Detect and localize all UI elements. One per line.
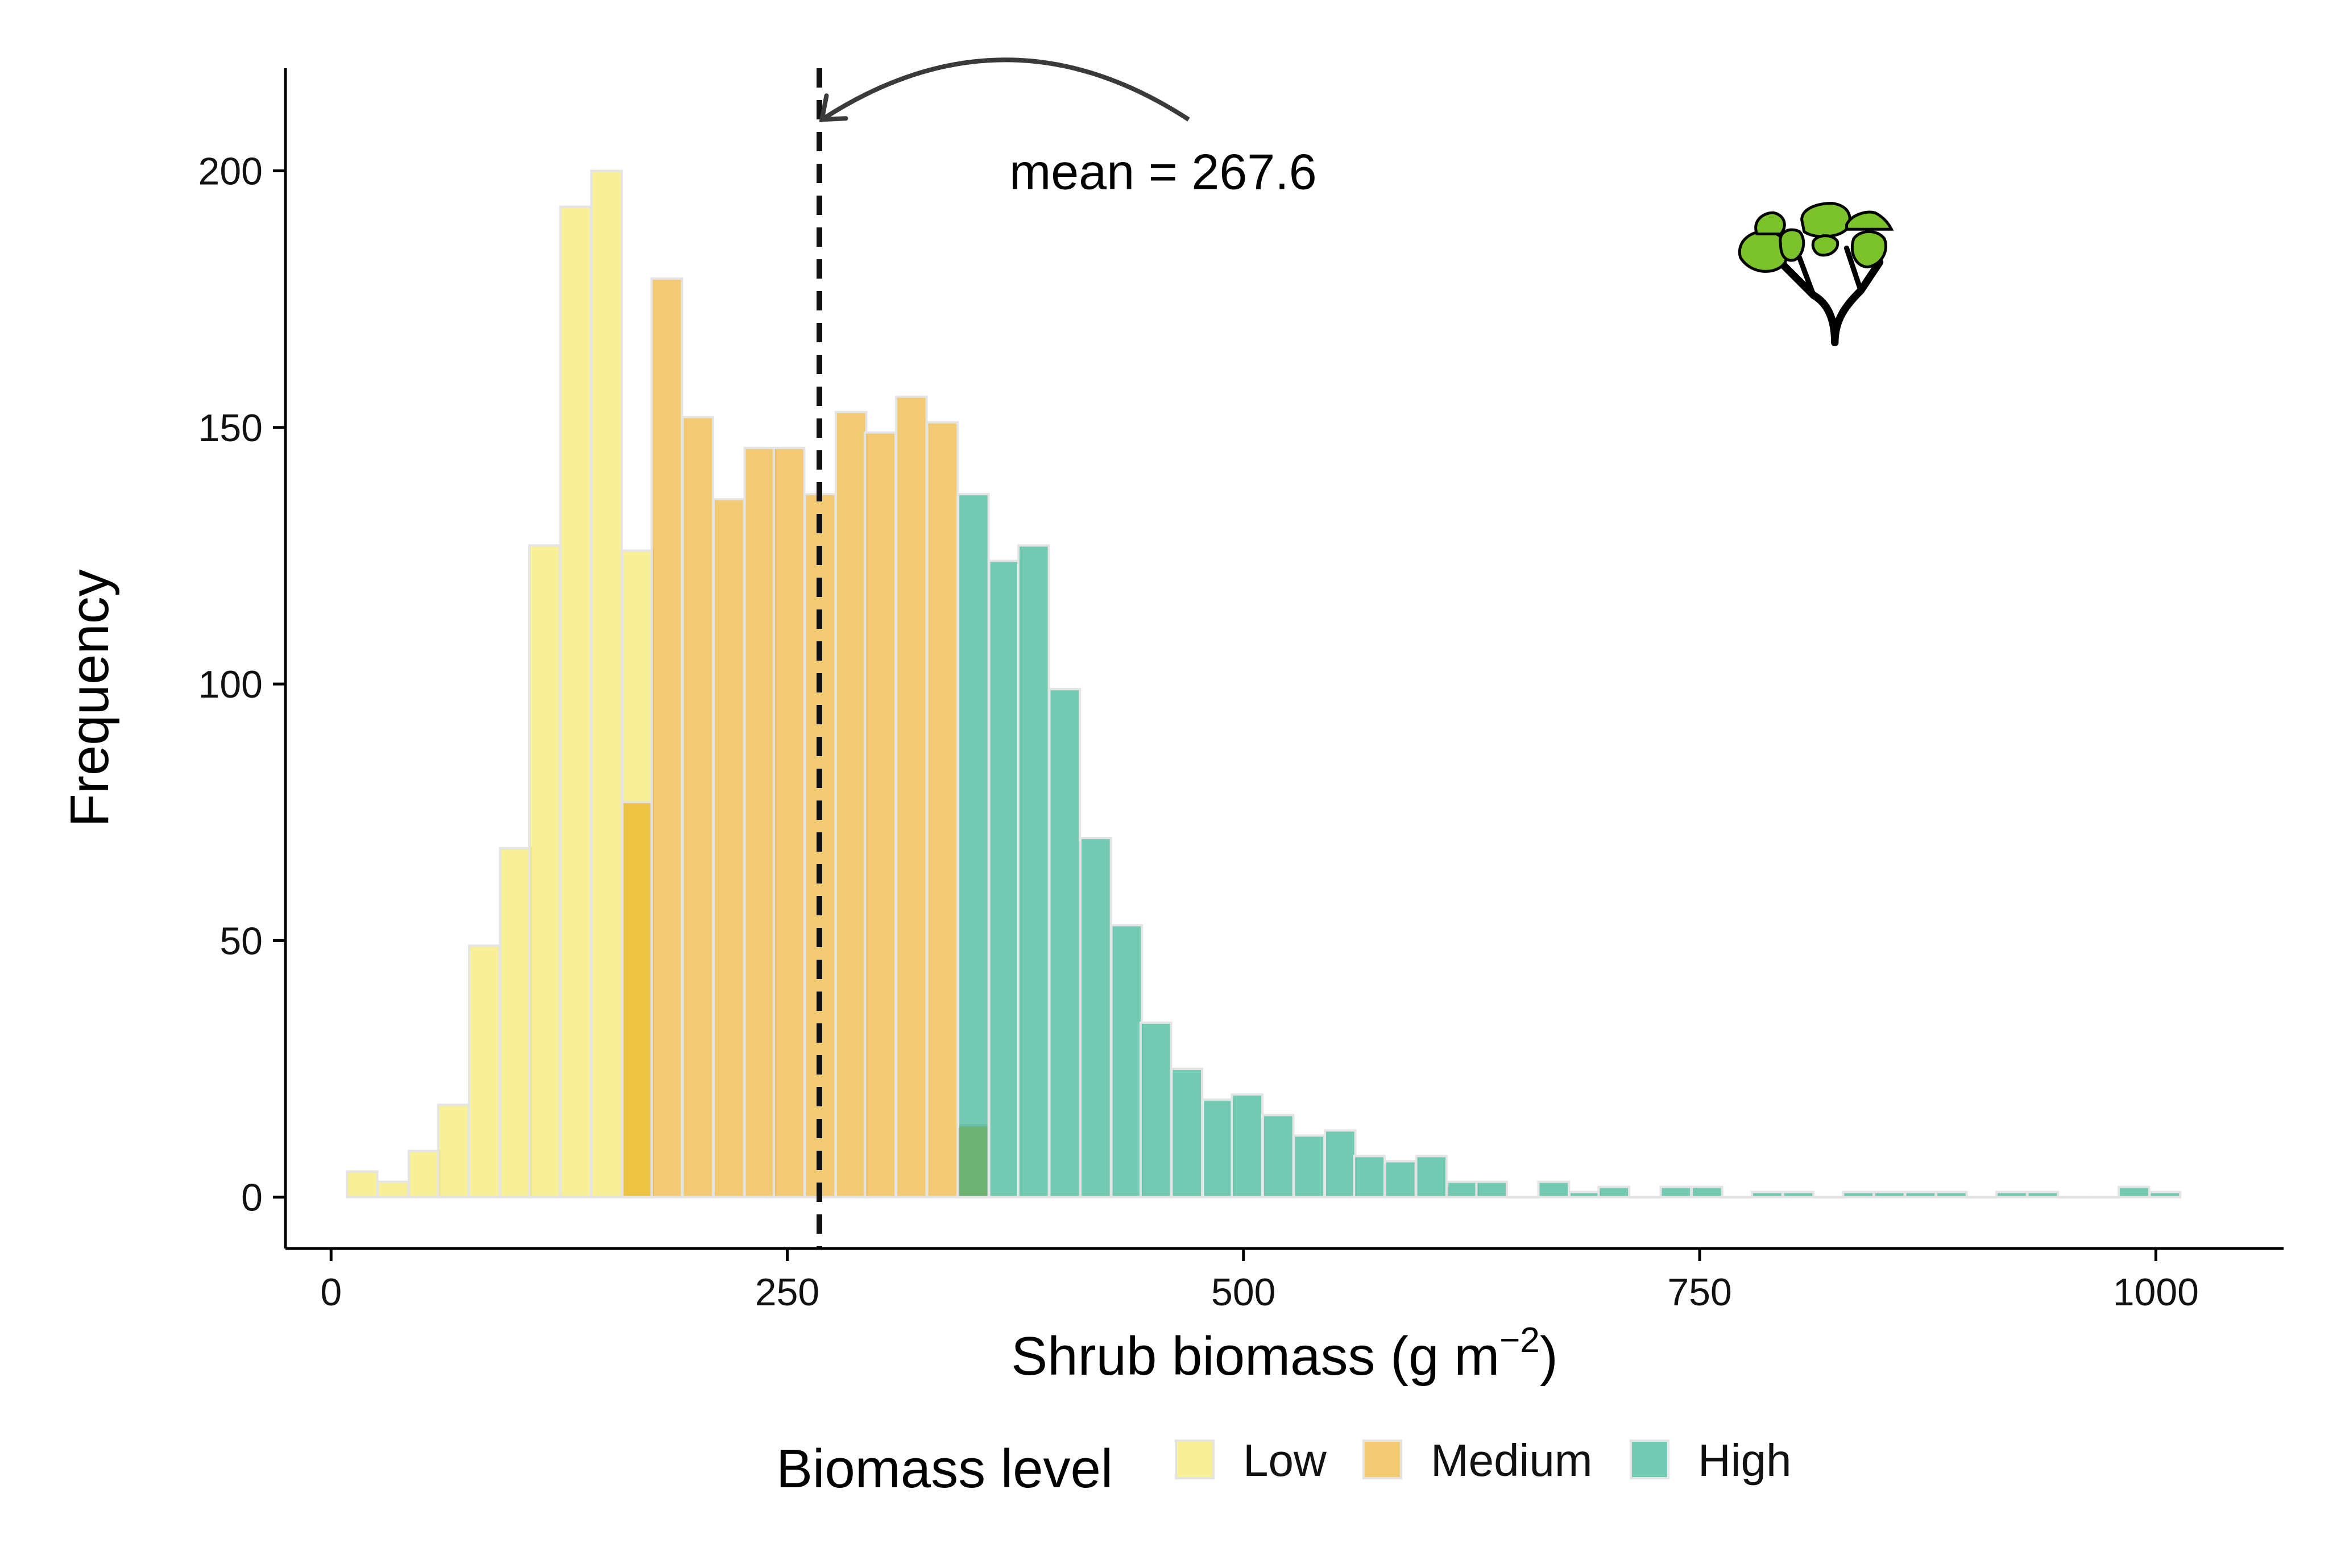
bar-high-7 [1170,1068,1204,1198]
bar-high-20 [1568,1190,1601,1198]
bar-high-22 [1629,1196,1662,1199]
mean-annotation: mean = 267.6 [1009,144,1317,200]
legend-label-high: High [1698,1435,1792,1486]
bar-high-4 [1079,836,1112,1198]
bar-low-0 [345,1170,379,1198]
bar-high-0 [957,493,990,1198]
shrub-icon [1738,202,1894,347]
legend-label-low: Low [1243,1435,1327,1486]
x-tick-label-1000: 1000 [2113,1271,2199,1314]
x-tick-label-0: 0 [320,1271,342,1314]
bars-layer [345,169,2182,1199]
legend-label-medium: Medium [1431,1435,1593,1486]
bar-low-8 [590,169,623,1198]
bar-high-10 [1261,1114,1295,1198]
x-tick-label-500: 500 [1211,1271,1275,1314]
x-axis-title-superscript: −2 [1499,1321,1540,1360]
bar-high-11 [1292,1134,1326,1198]
ticks-layer: 0 250 500 750 1000 0 50 100 150 200 [198,150,2199,1314]
bar-high-16 [1446,1180,1479,1198]
legend-swatch-low [1175,1440,1215,1479]
bar-high-26 [1751,1190,1784,1198]
legend-items: Low Medium High [1175,1435,1792,1486]
y-tick-label-100: 100 [198,663,263,706]
bar-medium-0 [621,800,654,1198]
bar-high-23 [1659,1185,1693,1198]
bar-low-3 [437,1104,470,1198]
bar-low-4 [467,944,501,1198]
legend-title: Biomass level [776,1438,1113,1499]
bar-medium-3 [712,498,745,1198]
x-tick-label-750: 750 [1667,1271,1731,1314]
bar-medium-8 [864,431,897,1198]
bar-high-1 [988,559,1021,1198]
y-tick-label-200: 200 [198,150,263,193]
bar-medium-10 [926,421,959,1198]
bar-high-12 [1324,1129,1357,1198]
bar-medium-9 [894,395,928,1198]
bar-low-5 [499,847,532,1198]
bar-high-6 [1139,1021,1172,1198]
bar-high-27 [1781,1190,1815,1198]
y-tick-label-150: 150 [198,406,263,450]
bar-high-2 [1017,544,1050,1198]
bar-high-36 [2057,1196,2090,1199]
bar-high-3 [1048,688,1082,1198]
bar-high-33 [1964,1196,1998,1199]
bar-medium-5 [772,446,806,1198]
bar-low-2 [408,1150,441,1198]
bar-high-34 [1995,1190,2028,1198]
bar-low-6 [528,544,561,1198]
axes-layer [284,68,2284,1250]
x-axis-title-main: Shrub biomass (g m [1011,1326,1499,1387]
bar-high-28 [1813,1196,1846,1199]
bar-high-5 [1110,924,1144,1198]
legend-swatch-high [1630,1440,1669,1479]
bar-high-15 [1415,1155,1448,1198]
x-axis-title-close: ) [1540,1326,1558,1387]
bar-high-37 [2086,1196,2120,1199]
bar-high-14 [1383,1160,1417,1198]
x-tick-label-250: 250 [755,1271,819,1314]
bar-medium-1 [650,277,683,1198]
bar-low-1 [376,1180,410,1198]
y-tick-label-0: 0 [241,1176,263,1219]
annotation-arrow [821,57,1190,122]
y-axis-title: Frequency [59,569,120,827]
bar-high-38 [2118,1185,2151,1198]
bar-medium-7 [835,410,868,1198]
bar-high-18 [1506,1196,1539,1199]
bar-high-35 [2026,1190,2060,1198]
legend-swatch-medium [1362,1440,1402,1479]
annotation-arrowhead [819,93,848,122]
bar-high-31 [1904,1190,1937,1198]
bar-high-30 [1873,1190,1906,1198]
bar-high-21 [1597,1185,1631,1198]
bar-high-25 [1720,1196,1753,1199]
bar-high-19 [1537,1180,1571,1198]
bar-medium-2 [681,416,715,1198]
bar-high-9 [1230,1093,1264,1198]
bar-high-13 [1353,1155,1386,1198]
bar-high-8 [1201,1098,1234,1198]
bar-high-17 [1475,1180,1509,1198]
bar-high-29 [1842,1190,1875,1198]
bar-high-39 [2148,1190,2182,1198]
x-axis-title: Shrub biomass (g m−2) [1011,1321,1558,1387]
bar-high-24 [1691,1185,1723,1198]
y-tick-label-50: 50 [219,919,263,963]
bar-low-7 [559,205,593,1198]
legend: Biomass level Low Medium High [776,1435,1792,1499]
bar-high-32 [1935,1190,1968,1198]
bar-medium-4 [743,446,777,1198]
